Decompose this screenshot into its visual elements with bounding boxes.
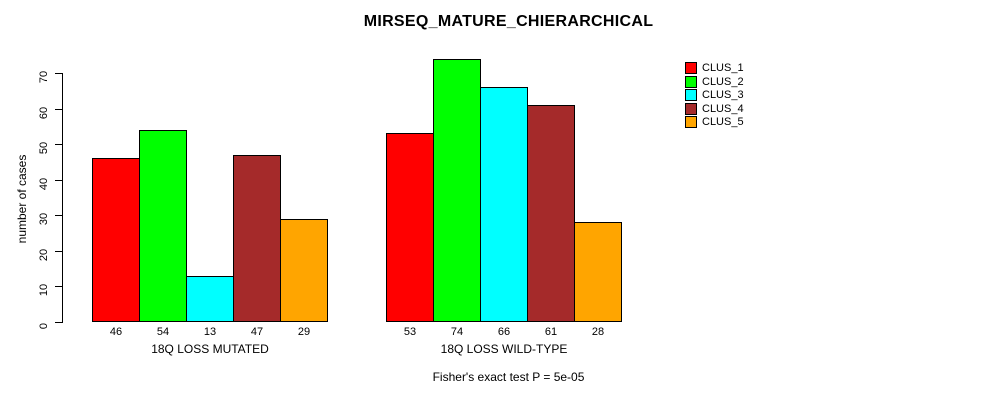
y-axis-tick-label: 70: [38, 70, 50, 84]
bar-value-label: 46: [109, 326, 123, 338]
y-axis-tick-label: 50: [38, 142, 50, 155]
annotation-text: Fisher's exact test P = 5e-05: [432, 370, 585, 384]
group-label: 18Q LOSS WILD-TYPE: [440, 342, 568, 356]
bar-clus_1-group1: [92, 158, 140, 322]
y-axis-tick-label: 20: [38, 248, 50, 261]
bar-value-label: 61: [544, 326, 558, 338]
y-axis-tick-label: 10: [38, 284, 50, 297]
bar-clus_2-group2: [433, 59, 481, 322]
y-axis-tick-label: 60: [38, 106, 50, 119]
legend-label: CLUS_3: [702, 89, 744, 101]
bar-value-label: 28: [591, 326, 605, 338]
legend: CLUS_1 CLUS_2 CLUS_3 CLUS_4 CLUS_5: [685, 62, 744, 130]
y-axis-tick: [55, 109, 62, 110]
bar-clus_2-group1: [139, 130, 187, 322]
legend-color-swatch: [685, 75, 697, 88]
bar-value-label: 29: [297, 326, 311, 338]
chart-title: MIRSEQ_MATURE_CHIERARCHICAL: [363, 13, 654, 30]
y-axis-tick: [55, 73, 62, 74]
bar-clus_4-group1: [233, 155, 281, 322]
y-axis-tick-label: 0: [38, 322, 50, 330]
legend-color-swatch: [685, 102, 697, 115]
y-axis-line: [62, 73, 63, 323]
y-axis-tick: [55, 322, 62, 323]
bar-value-label: 47: [250, 326, 264, 338]
bar-value-label: 13: [203, 326, 217, 338]
bar-clus_1-group2: [386, 133, 434, 322]
legend-item-clus_3: CLUS_3: [685, 89, 744, 101]
y-axis-tick: [55, 286, 62, 287]
legend-label: CLUS_1: [702, 62, 744, 74]
legend-label: CLUS_2: [702, 75, 744, 88]
legend-color-swatch: [685, 116, 697, 128]
bar-value-label: 74: [450, 326, 464, 338]
bar-clus_5-group2: [574, 222, 622, 322]
legend-item-clus_1: CLUS_1: [685, 62, 744, 74]
y-axis-tick: [55, 251, 62, 252]
legend-item-clus_5: CLUS_5: [685, 116, 744, 128]
y-axis-tick: [55, 215, 62, 216]
legend-color-swatch: [685, 62, 697, 74]
legend-label: CLUS_4: [702, 102, 744, 115]
bar-value-label: 53: [403, 326, 417, 338]
legend-item-clus_2: CLUS_2: [685, 75, 744, 88]
y-axis-tick: [55, 180, 62, 181]
bar-clus_5-group1: [280, 219, 328, 322]
y-axis-tick-label: 30: [38, 213, 50, 226]
group-label: 18Q LOSS MUTATED: [151, 342, 269, 356]
legend-color-swatch: [685, 89, 697, 101]
bar-value-label: 54: [156, 326, 170, 338]
bar-value-label: 66: [497, 326, 511, 338]
legend-label: CLUS_5: [702, 116, 744, 128]
legend-item-clus_4: CLUS_4: [685, 102, 744, 115]
y-axis-tick-label: 40: [38, 177, 50, 190]
bar-clus_3-group1: [186, 276, 234, 322]
bar-clus_3-group2: [480, 87, 528, 322]
bar-clus_4-group2: [527, 105, 575, 322]
y-axis-tick: [55, 144, 62, 145]
